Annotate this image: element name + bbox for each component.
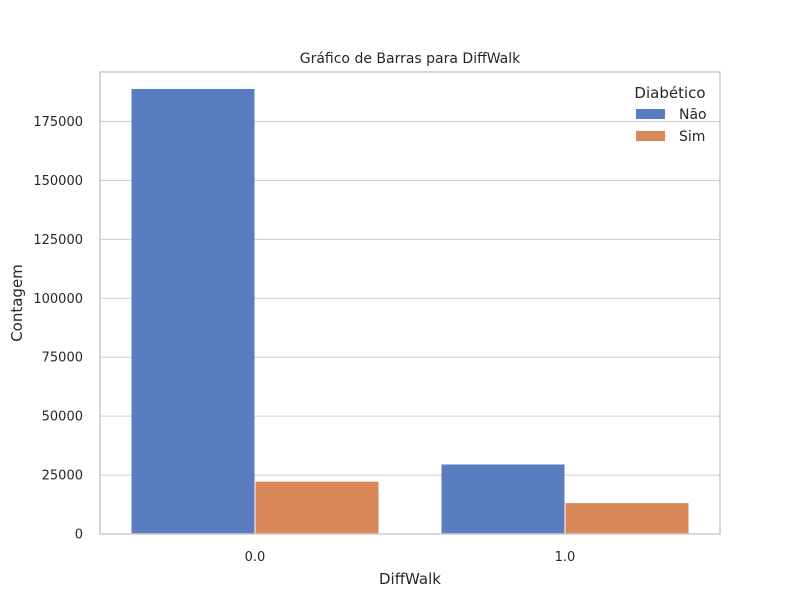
legend: Diabético Não Sim: [634, 84, 706, 145]
chart-title: Gráfico de Barras para DiffWalk: [300, 51, 521, 67]
y-tick-label: 50000: [42, 410, 83, 425]
x-tick-label: 0.0: [245, 550, 266, 565]
y-axis-label: Contagem: [8, 264, 26, 342]
plot-frame: [99, 71, 721, 535]
legend-label: Sim: [679, 129, 705, 145]
legend-swatch: [636, 131, 665, 141]
bar-não-1.0: [441, 464, 565, 534]
y-tick-label: 0: [75, 528, 83, 543]
y-tick-label: 25000: [42, 469, 83, 484]
y-tick-label: 175000: [33, 115, 83, 130]
y-tick-label: 150000: [33, 174, 83, 189]
y-tick-label: 125000: [33, 233, 83, 248]
legend-swatch: [636, 109, 665, 119]
bars: [131, 88, 689, 534]
bar-não-0.0: [131, 88, 255, 534]
bar-sim-1.0: [565, 503, 689, 534]
x-tick-label: 1.0: [555, 550, 576, 565]
x-axis-ticks: 0.0 1.0: [245, 550, 576, 565]
y-tick-label: 75000: [42, 351, 83, 366]
legend-label: Não: [679, 107, 707, 123]
x-axis-label: DiffWalk: [379, 570, 441, 588]
y-tick-label: 100000: [33, 292, 83, 307]
legend-title: Diabético: [634, 84, 705, 102]
y-axis-ticks: 0 25000 50000 75000 100000 125000 150000 175000: [33, 115, 83, 543]
bar-sim-0.0: [255, 481, 379, 534]
